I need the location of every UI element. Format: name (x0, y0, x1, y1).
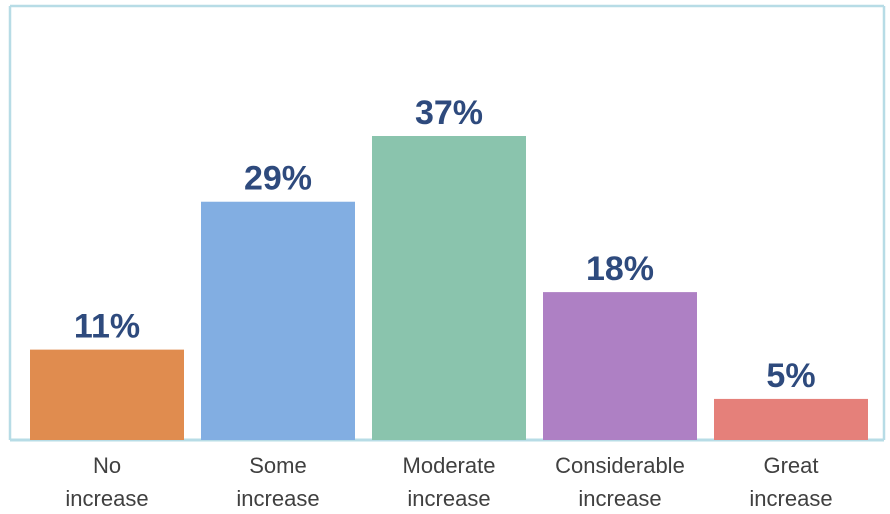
category-label-line: increase (749, 486, 832, 511)
bar (372, 136, 526, 440)
category-label-line: increase (236, 486, 319, 511)
category-label-line: increase (407, 486, 490, 511)
category-label-line: Considerable (555, 453, 685, 478)
category-label-line: Moderate (403, 453, 496, 478)
category-label: Great increase (749, 453, 832, 511)
bar (201, 201, 355, 440)
value-labels-group: 11% 29% 37% 18% 5% (74, 94, 816, 395)
data-label: 37% (415, 94, 483, 132)
category-label-line: increase (65, 486, 148, 511)
data-label: 11% (74, 308, 140, 346)
category-label-line: No (93, 453, 121, 478)
bar (543, 292, 697, 440)
category-label-line: Great (763, 453, 818, 478)
bars-group (30, 136, 868, 440)
category-label-line: Some (249, 453, 306, 478)
category-label: Some increase (236, 453, 319, 511)
category-label: Considerable increase (555, 453, 685, 511)
data-label: 5% (766, 357, 815, 395)
category-label-line: increase (578, 486, 661, 511)
data-label: 29% (244, 160, 312, 198)
bar (714, 398, 868, 440)
category-label: Moderate increase (403, 453, 496, 511)
category-label: No increase (65, 453, 148, 511)
data-label: 18% (586, 250, 654, 288)
bar (30, 349, 184, 440)
